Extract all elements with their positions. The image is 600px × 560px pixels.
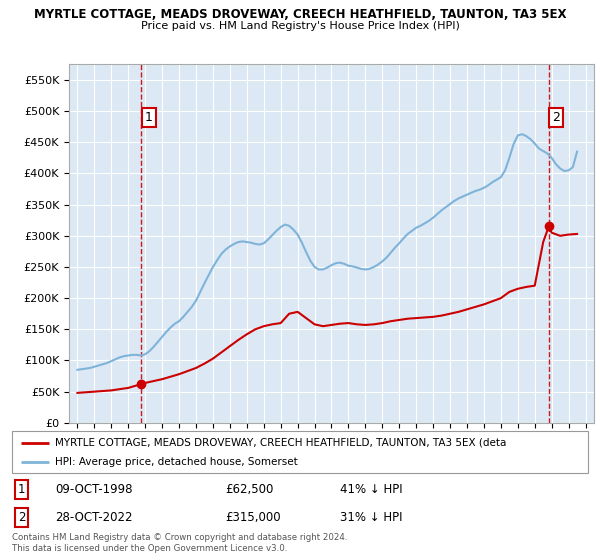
Text: £315,000: £315,000 bbox=[225, 511, 281, 524]
Text: 1: 1 bbox=[145, 111, 152, 124]
Text: 28-OCT-2022: 28-OCT-2022 bbox=[55, 511, 133, 524]
Text: 41% ↓ HPI: 41% ↓ HPI bbox=[340, 483, 403, 496]
Text: MYRTLE COTTAGE, MEADS DROVEWAY, CREECH HEATHFIELD, TAUNTON, TA3 5EX: MYRTLE COTTAGE, MEADS DROVEWAY, CREECH H… bbox=[34, 8, 566, 21]
Text: 2: 2 bbox=[18, 511, 25, 524]
Text: 31% ↓ HPI: 31% ↓ HPI bbox=[340, 511, 403, 524]
Text: MYRTLE COTTAGE, MEADS DROVEWAY, CREECH HEATHFIELD, TAUNTON, TA3 5EX (deta: MYRTLE COTTAGE, MEADS DROVEWAY, CREECH H… bbox=[55, 437, 506, 447]
FancyBboxPatch shape bbox=[12, 431, 588, 473]
Text: 2: 2 bbox=[552, 111, 560, 124]
Text: HPI: Average price, detached house, Somerset: HPI: Average price, detached house, Some… bbox=[55, 457, 298, 467]
Text: Price paid vs. HM Land Registry's House Price Index (HPI): Price paid vs. HM Land Registry's House … bbox=[140, 21, 460, 31]
Text: 1: 1 bbox=[18, 483, 25, 496]
Text: £62,500: £62,500 bbox=[225, 483, 274, 496]
Text: Contains HM Land Registry data © Crown copyright and database right 2024.
This d: Contains HM Land Registry data © Crown c… bbox=[12, 533, 347, 553]
Text: 09-OCT-1998: 09-OCT-1998 bbox=[55, 483, 133, 496]
